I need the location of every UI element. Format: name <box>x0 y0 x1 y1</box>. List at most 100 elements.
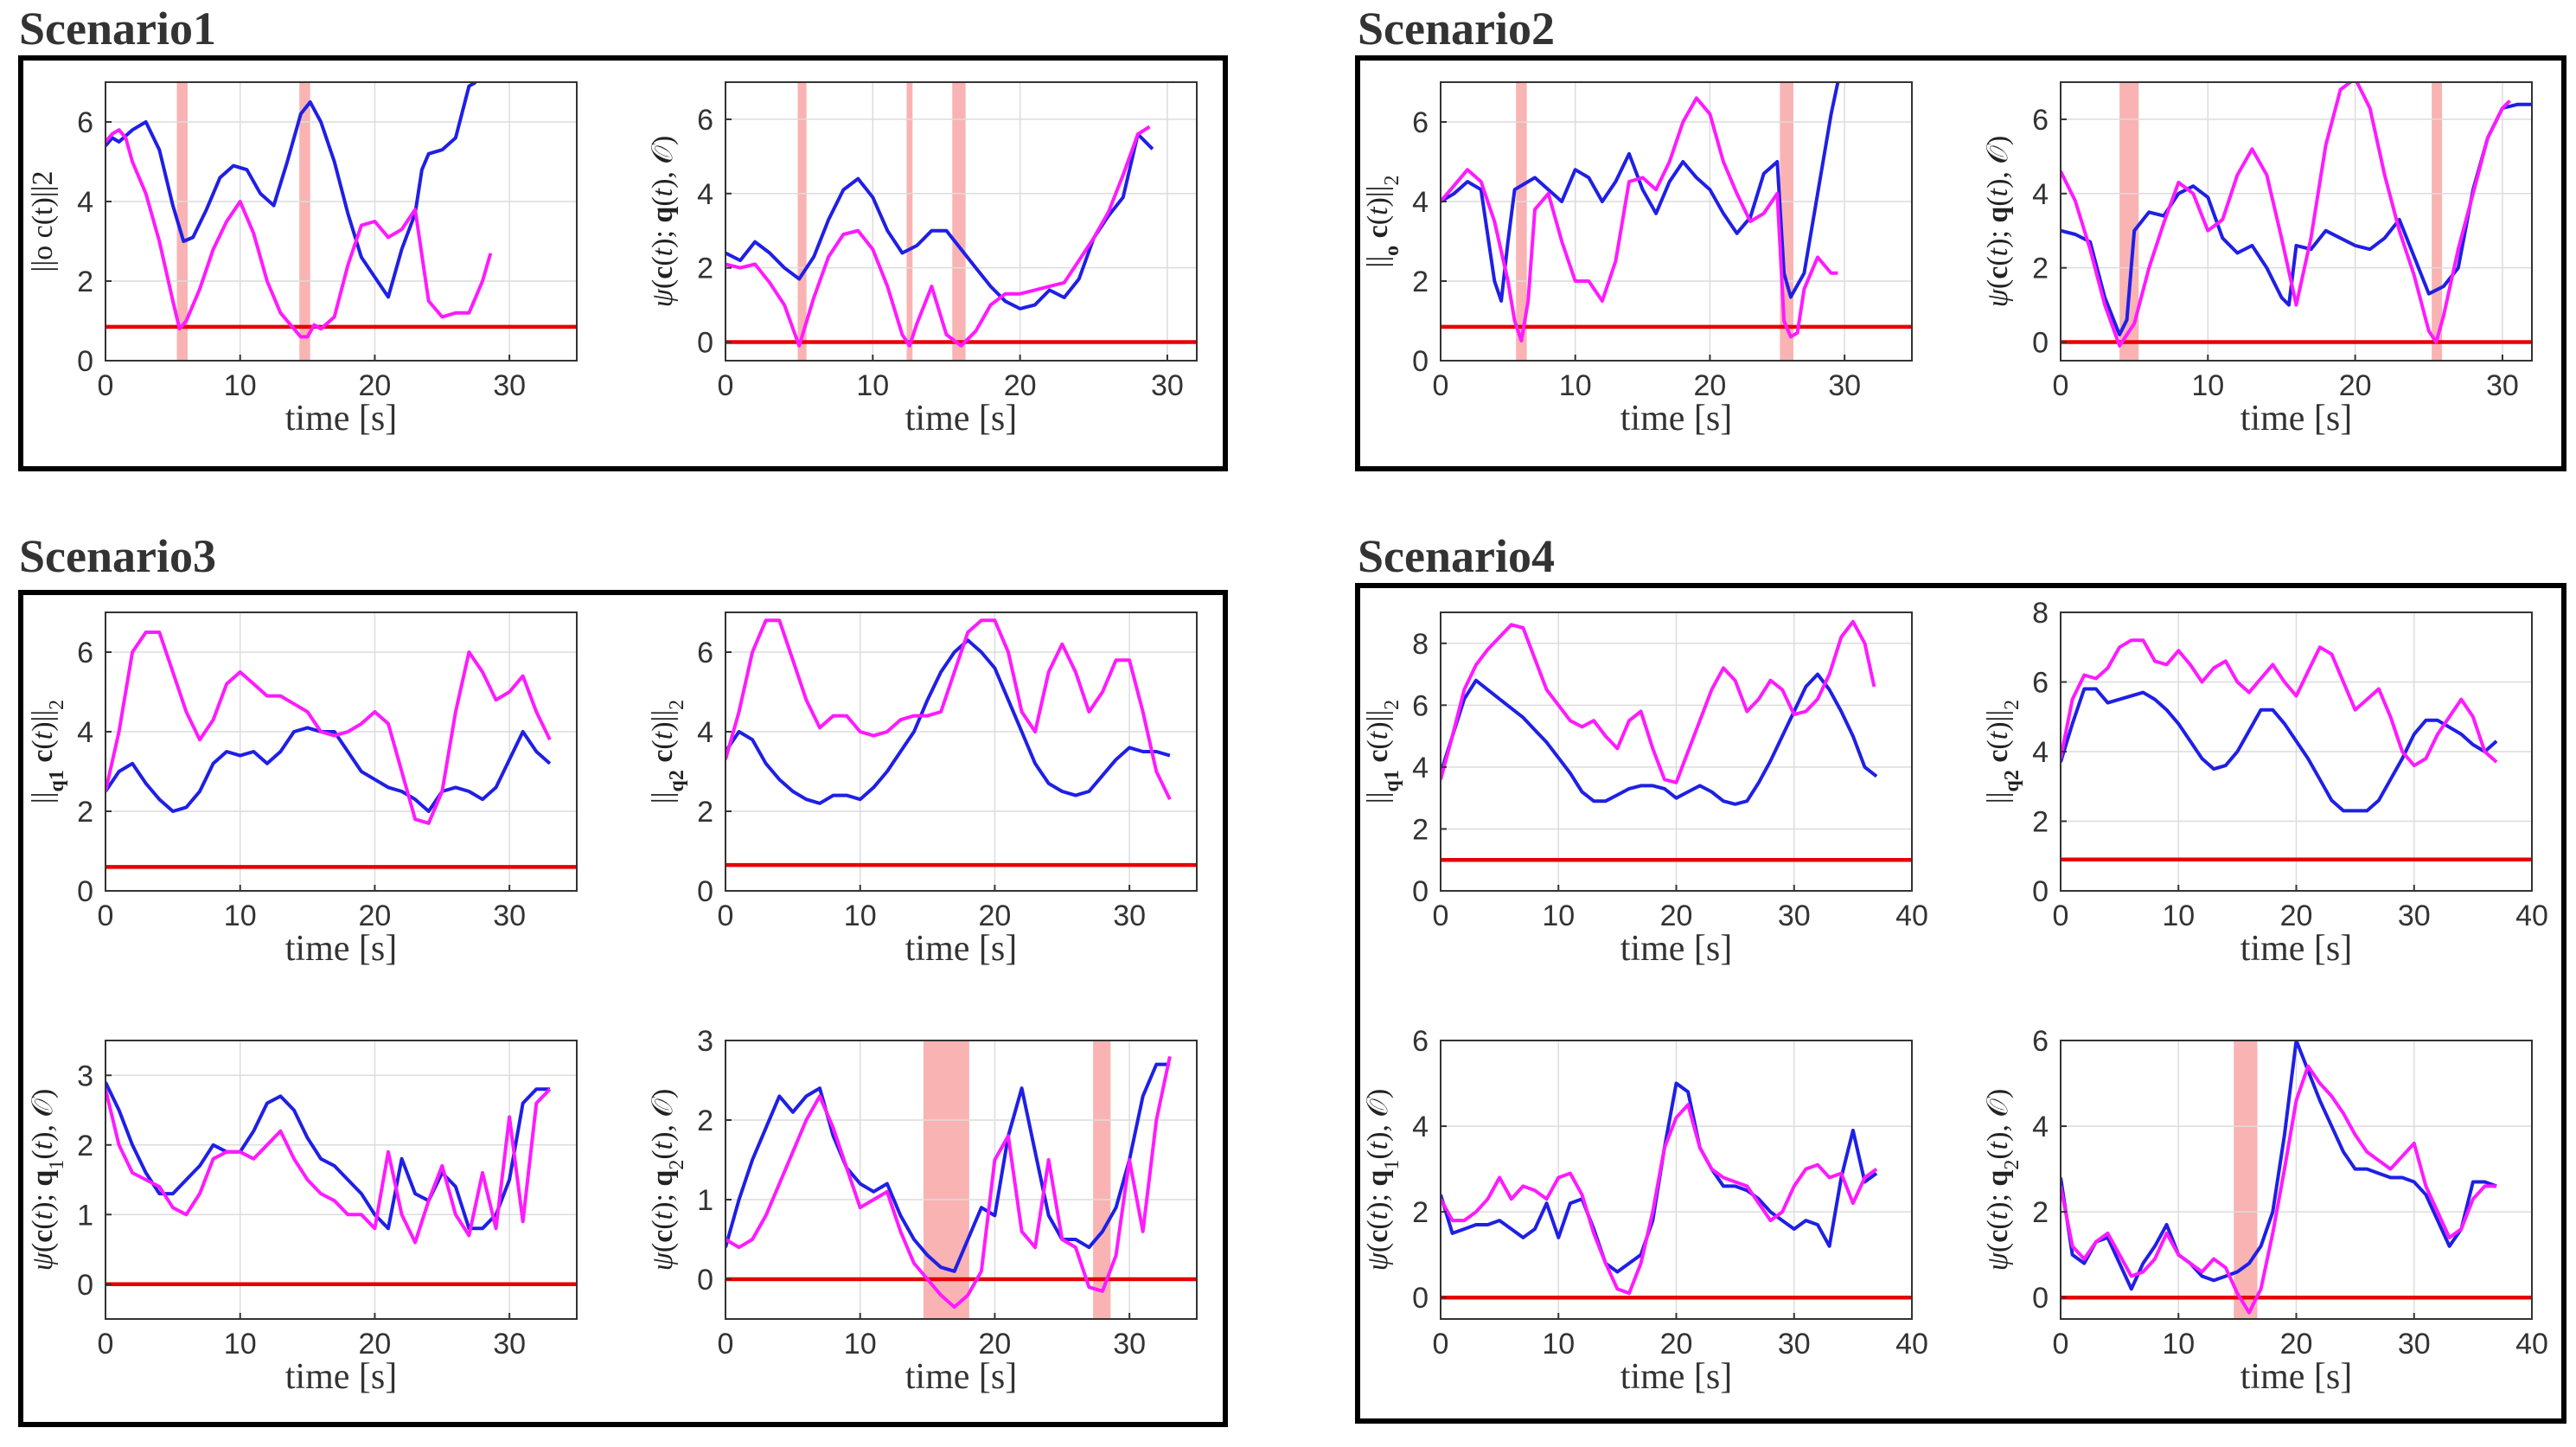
y-axis-label: ψ(c(t); q2(t), 𝒪) <box>1982 1089 2023 1271</box>
series-blue <box>105 82 477 299</box>
x-tick-label: 20 <box>1694 369 1727 402</box>
y-tick-label: 0 <box>77 875 93 908</box>
y-tick-label: 2 <box>697 253 713 285</box>
series-blue <box>2061 102 2532 336</box>
x-tick-label: 0 <box>2053 1328 2069 1361</box>
y-axis-label: ψ(c(t); q1(t), 𝒪) <box>27 1089 68 1271</box>
chart-s3-dist-q2: 0 10 20 30 0 2 4 6 time [s] ||q2 c(t)||2 <box>647 611 1198 969</box>
y-tick-label: 4 <box>697 716 713 749</box>
y-tick-label: 6 <box>2032 104 2049 137</box>
x-tick-label: 0 <box>1433 900 1449 932</box>
chart-s3-psi-q2: 0 10 20 30 0 1 2 3 time [s] ψ(c(t); q2(t), 𝒪) <box>647 1025 1198 1397</box>
y-tick-label: 3 <box>697 1025 713 1058</box>
y-tick-label: 2 <box>2032 253 2049 285</box>
x-tick-label: 0 <box>98 369 114 402</box>
x-tick-label: 10 <box>844 900 877 932</box>
shaded-region <box>1516 82 1527 361</box>
y-tick-label: 4 <box>77 716 93 749</box>
x-axis-label: time [s] <box>1620 929 1732 969</box>
x-tick-label: 10 <box>224 900 257 932</box>
y-tick-label: 2 <box>1412 1196 1429 1229</box>
y-axis-label: ||q1 c(t)||2 <box>27 700 68 804</box>
y-tick-label: 2 <box>77 1130 93 1162</box>
scenario3-title: Scenario3 <box>19 530 216 582</box>
y-tick-label: 0 <box>2032 1282 2049 1315</box>
y-tick-label: 4 <box>1412 1111 1429 1143</box>
x-axis-label: time [s] <box>905 399 1017 439</box>
chart-s1-dist: 0 10 20 30 0 2 4 6 time [s] ||o c(t)||2 <box>27 81 578 439</box>
x-tick-label: 30 <box>1113 1328 1146 1361</box>
y-tick-label: 6 <box>1412 689 1429 722</box>
series-blue <box>725 638 1171 805</box>
series-magenta <box>1441 96 1838 343</box>
series-blue <box>725 1062 1170 1273</box>
y-tick-label: 0 <box>77 1269 93 1302</box>
y-tick-label: 0 <box>697 327 713 360</box>
shaded-region <box>2234 1040 2258 1319</box>
x-tick-label: 20 <box>1660 1328 1693 1361</box>
y-tick-label: 6 <box>697 637 713 669</box>
shaded-region <box>906 82 913 361</box>
chart-s4-psi-q2: 0 10 20 30 40 0 2 4 6 time [s] ψ(c(t); q2(t), 𝒪) <box>1982 1025 2548 1397</box>
y-axis-label: ||q2 c(t)||2 <box>647 700 688 804</box>
shaded-region <box>299 82 310 361</box>
scenario1-box <box>18 55 1228 471</box>
plot-area <box>2061 82 2532 361</box>
x-axis-label: time [s] <box>1620 399 1732 439</box>
series-blue <box>2061 687 2498 813</box>
x-axis-label: time [s] <box>2240 1357 2352 1397</box>
chart-s4-dist-q1: 0 10 20 30 40 0 2 4 6 8 time [s] ||q1 c(t)||2 <box>1362 611 1928 969</box>
series-magenta <box>725 618 1172 801</box>
x-tick-label: 10 <box>844 1328 877 1361</box>
y-tick-label: 1 <box>697 1184 713 1217</box>
x-tick-label: 30 <box>493 900 526 932</box>
x-tick-label: 30 <box>1151 369 1184 402</box>
x-axis-label: time [s] <box>905 1357 1017 1397</box>
x-tick-label: 10 <box>224 369 257 402</box>
shaded-region <box>1093 1040 1111 1319</box>
plot-area <box>105 1040 577 1319</box>
x-tick-label: 10 <box>1559 369 1592 402</box>
x-tick-label: 10 <box>2191 369 2224 402</box>
axes-box <box>105 1040 578 1320</box>
y-tick-label: 0 <box>697 875 713 908</box>
series-magenta <box>725 125 1151 348</box>
y-tick-label: 2 <box>1412 266 1429 298</box>
x-tick-label: 10 <box>2162 900 2195 932</box>
x-tick-label: 40 <box>2515 1328 2548 1361</box>
shaded-region <box>176 82 188 361</box>
axes-box <box>2060 81 2533 362</box>
x-tick-label: 20 <box>979 1328 1012 1361</box>
series-blue <box>105 726 552 813</box>
scenario2-box <box>1355 55 2566 471</box>
y-tick-label: 2 <box>697 796 713 829</box>
y-tick-label: 8 <box>2032 597 2049 630</box>
series-blue <box>105 1081 550 1231</box>
x-axis-label: time [s] <box>2240 399 2352 439</box>
y-tick-label: 4 <box>1412 752 1429 784</box>
chart-s1-psi: 0 10 20 30 0 2 4 6 time [s] ψ(c(t); q(t), 𝒪) <box>647 81 1198 439</box>
x-tick-label: 0 <box>98 900 114 932</box>
x-tick-label: 0 <box>1433 1328 1449 1361</box>
x-tick-label: 10 <box>2162 1328 2195 1361</box>
chart-s4-psi-q1: 0 10 20 30 40 0 2 4 6 time [s] ψ(c(t); q1(t), 𝒪) <box>1362 1025 1928 1397</box>
scenario3-box <box>18 590 1228 1427</box>
y-tick-label: 0 <box>697 1264 713 1297</box>
x-tick-label: 30 <box>1778 1328 1811 1361</box>
y-tick-label: 6 <box>697 104 713 137</box>
axes-box <box>1440 81 1913 362</box>
x-tick-label: 0 <box>2053 900 2069 932</box>
y-axis-label: ψ(c(t); q(t), 𝒪) <box>647 136 679 307</box>
y-axis-label: ψ(c(t); q2(t), 𝒪) <box>647 1089 688 1271</box>
y-tick-label: 0 <box>1412 1282 1429 1315</box>
scenario4-title: Scenario4 <box>1358 530 1555 582</box>
y-tick-label: 6 <box>2032 667 2049 700</box>
shaded-region <box>797 82 807 361</box>
y-tick-label: 2 <box>697 1104 713 1137</box>
scenario4-box <box>1355 583 2566 1424</box>
y-axis-label: ||o c(t)||2 <box>1362 176 1403 268</box>
x-tick-label: 0 <box>718 1328 734 1361</box>
shaded-region <box>2432 82 2443 361</box>
y-tick-label: 6 <box>1412 1025 1429 1058</box>
